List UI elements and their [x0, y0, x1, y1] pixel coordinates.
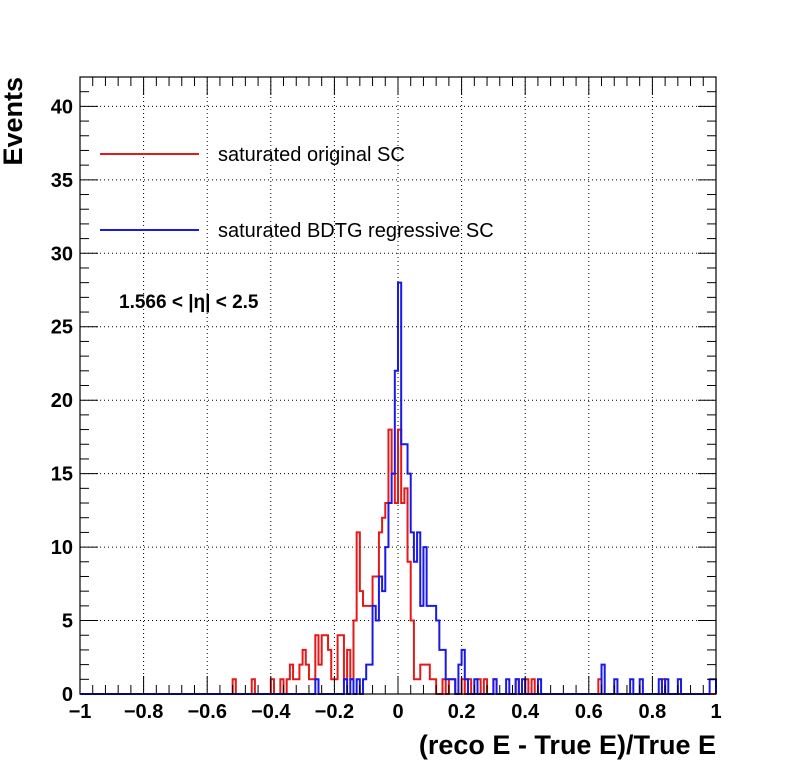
y-tick-labels: 0 5 10 15 20 25 30 35 40	[51, 96, 73, 706]
y-tick-label: 15	[51, 464, 73, 486]
y-axis-title: Events	[0, 77, 28, 166]
y-tick-label: 10	[51, 537, 73, 559]
legend-label-bdtg: saturated BDTG regressive SC	[218, 220, 494, 242]
x-tick-label: −0.2	[315, 701, 354, 723]
y-tick-label: 40	[51, 96, 73, 118]
axis-ticks	[79, 76, 717, 695]
x-tick-label: 1	[710, 701, 721, 723]
grid	[80, 77, 716, 694]
legend-label-original: saturated original SC	[218, 144, 405, 166]
y-tick-label: 25	[51, 317, 73, 339]
x-tick-label: 0.6	[575, 701, 603, 723]
x-tick-label: 0	[392, 701, 403, 723]
x-tick-label: 0.4	[511, 701, 540, 723]
x-tick-labels: −1 −0.8 −0.6 −0.4 −0.2 0 0.2 0.4 0.6 0.8 1	[69, 701, 722, 723]
y-tick-label: 30	[51, 243, 73, 265]
x-axis-title: (reco E - True E)/True E	[419, 730, 716, 760]
legend: saturated original SC saturated BDTG reg…	[100, 144, 494, 242]
y-tick-label: 5	[62, 611, 73, 633]
x-tick-label: 0.2	[448, 701, 476, 723]
y-tick-label: 35	[51, 170, 73, 192]
x-tick-label: −1	[69, 701, 92, 723]
x-tick-label: −0.4	[251, 701, 291, 723]
x-tick-label: −0.6	[187, 701, 226, 723]
x-tick-label: −0.8	[124, 701, 163, 723]
eta-range-annotation: 1.566 < |η| < 2.5	[119, 292, 259, 313]
y-tick-label: 0	[62, 684, 73, 706]
y-tick-label: 20	[51, 390, 73, 412]
x-tick-label: 0.8	[638, 701, 666, 723]
